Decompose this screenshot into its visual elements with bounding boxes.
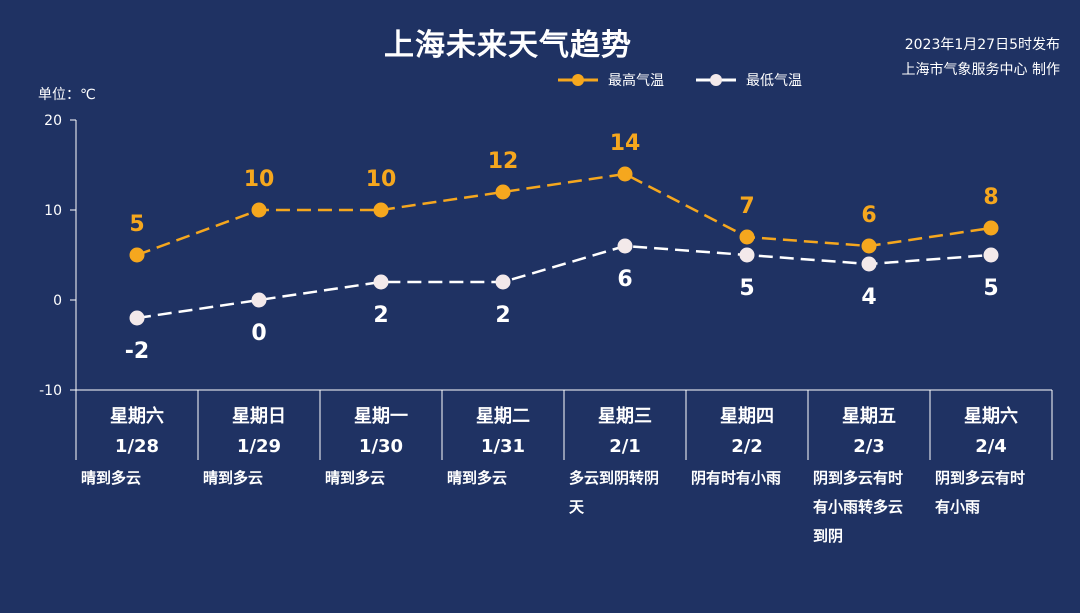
y-tick-label: 0 [53, 293, 62, 309]
x-date-label: 1/31 [481, 436, 525, 457]
data-point-max [617, 166, 633, 182]
data-label-max: 10 [366, 167, 397, 192]
weather-description: 天 [569, 498, 585, 516]
data-label-max: 5 [129, 212, 144, 237]
x-weekday-label: 星期六 [964, 405, 1018, 427]
data-point-min [617, 238, 633, 254]
data-label-max: 14 [610, 131, 641, 156]
legend-marker-max [558, 74, 598, 86]
publish-time: 2023年1月27日5时发布 [904, 37, 1060, 53]
data-label-max: 8 [983, 185, 998, 210]
legend: 最高气温 最低气温 [558, 70, 834, 90]
x-date-label: 2/2 [731, 436, 763, 457]
x-date-label: 1/28 [115, 436, 159, 457]
x-weekday-label: 星期四 [720, 406, 774, 427]
weather-description: 晴到多云 [325, 469, 385, 487]
data-label-min: 5 [983, 276, 998, 301]
data-point-min [251, 292, 267, 308]
weather-description: 有小雨 [935, 498, 980, 516]
data-label-min: 0 [251, 321, 266, 346]
y-tick-label: -10 [39, 383, 62, 399]
x-weekday-label: 星期二 [476, 406, 530, 427]
weather-description: 晴到多云 [203, 469, 263, 487]
data-point-min [861, 256, 877, 272]
x-date-label: 2/3 [853, 436, 885, 457]
data-label-max: 10 [244, 167, 275, 192]
data-label-max: 6 [861, 203, 876, 228]
data-label-min: 5 [739, 276, 754, 301]
weather-description: 多云到阴转阴 [569, 469, 659, 487]
data-point-max [129, 247, 145, 263]
legend-label-max: 最高气温 [608, 73, 664, 89]
x-weekday-label: 星期三 [598, 406, 652, 427]
weather-description: 有小雨转多云 [813, 498, 903, 516]
data-point-max [739, 229, 755, 245]
data-point-min [983, 247, 999, 263]
data-label-max: 12 [488, 149, 519, 174]
data-label-max: 7 [739, 194, 754, 219]
data-point-max [373, 202, 389, 218]
x-weekday-label: 星期一 [354, 406, 408, 427]
data-point-min [373, 274, 389, 290]
publish-info: 2023年1月27日5时发布 上海市气象服务中心 制作 [902, 33, 1060, 83]
x-weekday-label: 星期六 [110, 405, 164, 427]
data-label-min: 4 [861, 285, 876, 310]
weather-description: 阴到多云有时 [935, 469, 1025, 487]
x-weekday-label: 星期五 [842, 406, 896, 427]
x-date-label: 2/4 [975, 436, 1007, 457]
x-date-label: 2/1 [609, 436, 641, 457]
legend-marker-min [696, 74, 736, 86]
data-label-min: 2 [373, 303, 388, 328]
data-point-max [251, 202, 267, 218]
series-line-max [136, 172, 992, 257]
chart-title: 上海未来天气趋势 [384, 28, 632, 63]
data-point-min [129, 310, 145, 326]
weather-description: 晴到多云 [447, 469, 507, 487]
data-label-min: 2 [495, 303, 510, 328]
x-date-label: 1/30 [359, 436, 403, 457]
series-line-min [136, 244, 992, 320]
data-point-max [495, 184, 511, 200]
weather-description: 到阴 [813, 527, 843, 545]
legend-item-max: 最高气温 [558, 70, 664, 90]
data-label-min: 6 [617, 267, 632, 292]
x-weekday-label: 星期日 [232, 406, 286, 427]
x-date-label: 1/29 [237, 436, 281, 457]
data-point-min [739, 247, 755, 263]
data-label-min: -2 [125, 339, 149, 364]
data-point-max [983, 220, 999, 236]
publisher: 上海市气象服务中心 制作 [901, 62, 1060, 78]
data-point-max [861, 238, 877, 254]
weather-description: 阴有时有小雨 [691, 469, 781, 487]
data-point-min [495, 274, 511, 290]
weather-description: 晴到多云 [81, 469, 141, 487]
y-axis-unit-label: 单位：℃ [38, 87, 96, 103]
legend-label-min: 最低气温 [746, 73, 802, 89]
y-tick-label: 10 [44, 203, 62, 219]
legend-item-min: 最低气温 [696, 70, 802, 90]
weather-description: 阴到多云有时 [813, 469, 903, 487]
y-tick-label: 20 [44, 113, 62, 129]
